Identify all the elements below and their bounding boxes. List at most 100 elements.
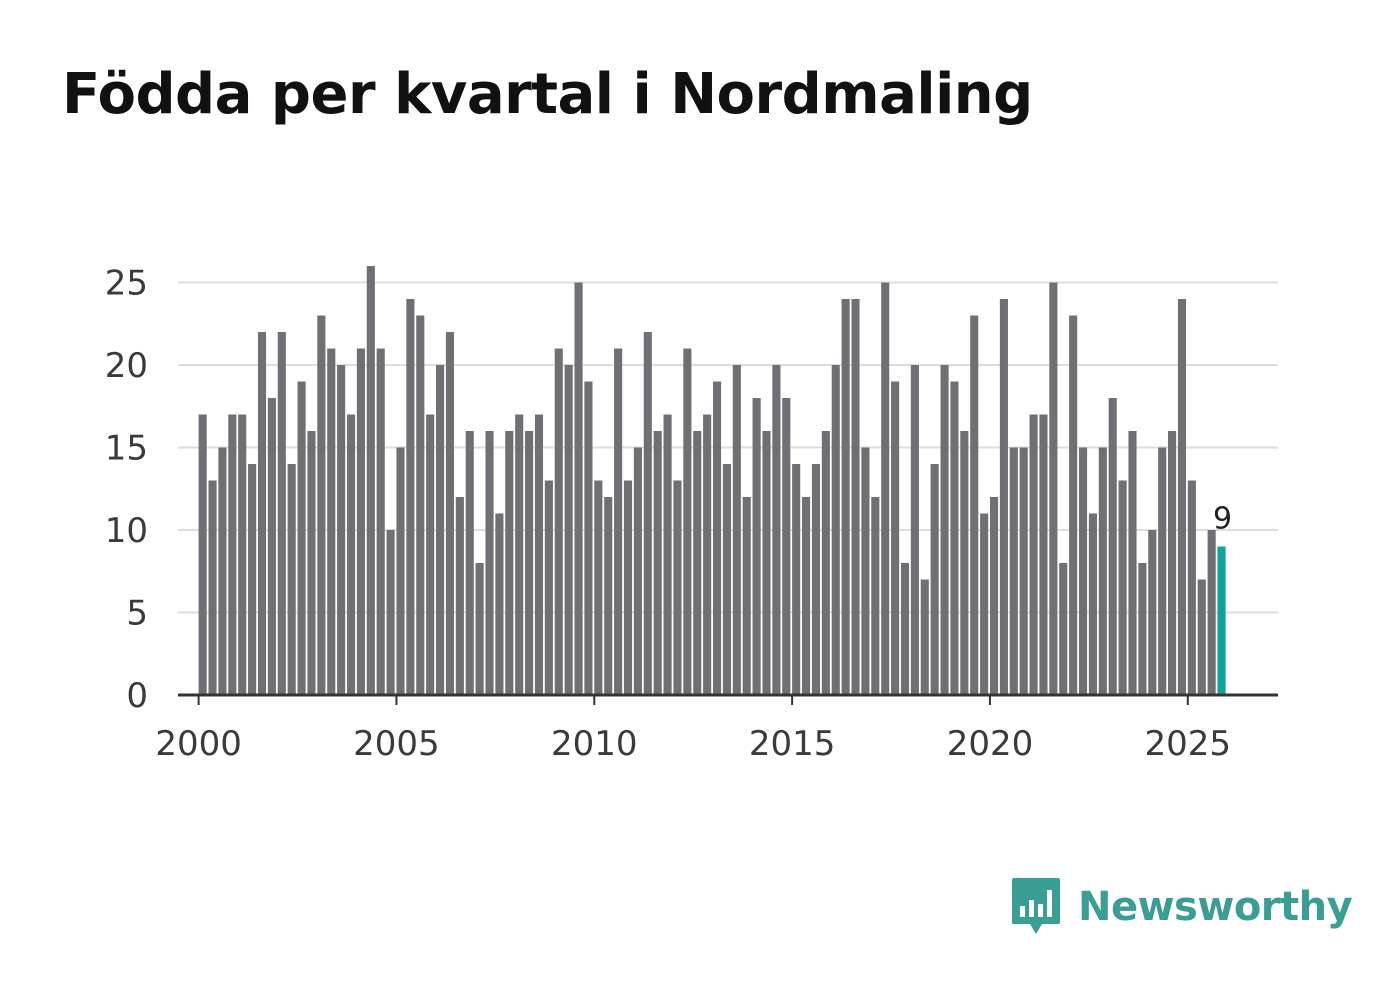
y-tick-label: 10 [105,511,148,551]
bar [1207,530,1216,695]
bar [703,414,712,695]
bar [277,332,286,695]
bar [871,497,880,695]
bar [544,480,553,695]
bar [772,365,781,695]
bar [495,513,504,695]
y-tick-label: 25 [105,264,148,304]
bar [614,348,623,695]
bar [455,497,464,695]
bar [960,431,969,695]
bar [198,414,207,695]
bar [920,579,929,695]
bar [525,431,534,695]
bar [604,497,613,695]
bar [732,365,741,695]
bar [762,431,771,695]
bar [564,365,573,695]
bar [327,348,336,695]
bar [356,348,365,695]
bar [267,398,276,695]
bar [376,348,385,695]
bar [821,431,830,695]
bar [623,480,633,695]
bar [257,332,267,695]
bar [1098,447,1107,695]
y-axis-ticks: 0 5 10 15 20 25 [105,264,148,717]
bar [900,563,910,695]
bar [208,480,217,695]
bar [505,431,514,695]
brand-logo: Newsworthy [1010,876,1353,938]
data-label: 9 [1213,502,1232,537]
bar [396,447,405,695]
data-labels: 9 [1213,502,1232,537]
bar [1108,398,1117,695]
bar [1029,414,1038,695]
bar [802,497,811,695]
bar [910,365,919,695]
bar [1148,530,1157,695]
bar [1049,282,1058,695]
bar [653,431,662,695]
bar [228,414,237,695]
bar [782,398,791,695]
bar [297,381,306,695]
bar [574,282,583,695]
bars [198,266,1226,695]
bar [426,414,435,695]
bar [1009,447,1018,695]
bar [722,464,731,695]
x-tick-label: 2020 [947,724,1034,764]
bar [881,282,890,695]
bar [346,414,356,695]
bar [683,348,692,695]
bar [1069,315,1078,695]
bar [515,414,524,695]
bar [1168,431,1177,695]
bar [475,563,484,695]
bar [307,431,316,695]
bar [218,447,227,695]
bar [633,447,642,695]
x-tick-label: 2025 [1145,724,1232,764]
bar [386,530,395,695]
bar [940,365,949,695]
y-tick-label: 5 [126,594,148,634]
bar [712,381,722,695]
bar [891,381,900,695]
bar [366,266,375,695]
bar [1177,299,1187,695]
bar [999,299,1008,695]
bar [445,332,455,695]
brand-name: Newsworthy [1078,884,1353,930]
x-tick-label: 2000 [155,724,242,764]
bar [1138,563,1147,695]
bar [930,464,939,695]
bar [950,381,959,695]
bar [534,414,544,695]
bar [416,315,425,695]
bar [693,431,702,695]
bar [554,348,563,695]
y-tick-label: 0 [126,676,148,716]
bar [1039,414,1048,695]
bar [1078,447,1088,695]
bar [1019,447,1028,695]
bar [831,365,840,695]
bar [752,398,761,695]
bar [1088,513,1097,695]
bar [594,480,603,695]
x-tick-label: 2010 [551,724,638,764]
bar [1187,480,1196,695]
bar [436,365,445,695]
bar [406,299,415,695]
bar [663,414,672,695]
bar-highlighted [1217,546,1226,695]
bar-chart-speech-bubble-icon [1012,878,1060,934]
bar [1158,447,1167,695]
bar [1059,563,1068,695]
x-tick-label: 2005 [353,724,440,764]
bar [1197,579,1206,695]
